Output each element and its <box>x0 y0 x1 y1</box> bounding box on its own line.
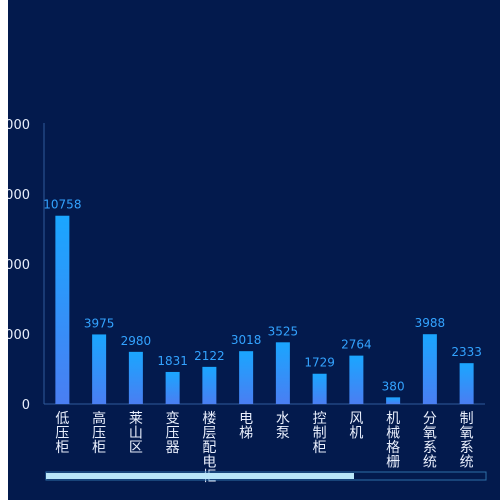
bar[interactable] <box>386 397 401 404</box>
y-tick-label: 0 <box>22 398 30 413</box>
x-tick-label: 变压器 <box>166 411 180 456</box>
bar-value-label: 1729 <box>304 356 335 370</box>
data-zoom-slider[interactable] <box>45 471 487 481</box>
x-tick-label: 高压柜 <box>92 410 106 456</box>
bar[interactable] <box>275 342 290 404</box>
y-tick-label: 16000 <box>8 118 30 133</box>
x-tick-label: 制氧系统 <box>460 411 474 471</box>
bar-value-label: 3525 <box>268 324 299 338</box>
bar[interactable] <box>128 351 143 404</box>
bar-value-label: 2122 <box>194 349 225 363</box>
chart-panel: 0 4000 8000 12000 16000 10758 3975 2980 1831 212… <box>8 0 500 500</box>
x-tick-label: 水泵 <box>276 411 290 442</box>
x-tick-label: 控制柜 <box>313 411 327 456</box>
x-tick-label: 低压柜 <box>55 411 69 456</box>
bar-value-label: 2333 <box>451 345 482 359</box>
bar-value-label: 3975 <box>84 316 115 330</box>
bar[interactable] <box>312 373 327 404</box>
y-tick-label: 8000 <box>8 258 30 273</box>
bar-value-label: 3988 <box>415 316 446 330</box>
bar-value-label: 380 <box>382 379 405 393</box>
bar[interactable] <box>55 215 70 404</box>
zoom-window[interactable] <box>46 473 354 479</box>
x-tick-label: 风机 <box>349 411 363 442</box>
bar[interactable] <box>165 371 180 404</box>
bar-value-label: 10758 <box>43 198 81 212</box>
y-axis-ticks: 0 4000 8000 12000 16000 <box>8 118 30 413</box>
x-tick-label: 机械格栅 <box>386 411 400 471</box>
y-tick-label: 12000 <box>8 188 30 203</box>
y-tick-label: 4000 <box>8 328 30 343</box>
x-tick-label: 电梯 <box>239 411 253 442</box>
bar-value-label: 3018 <box>231 333 262 347</box>
bar[interactable] <box>202 366 217 404</box>
x-tick-label: 莱山区 <box>129 411 143 456</box>
bar[interactable] <box>459 363 474 404</box>
bar-value-label: 2980 <box>121 334 152 348</box>
bar[interactable] <box>92 334 107 404</box>
x-axis-labels: 低压柜高压柜莱山区变压器楼层配电柜电梯水泵控制柜风机机械格栅分氧系统制氧系统 <box>55 410 473 485</box>
data-labels: 10758 3975 2980 1831 2122 3018 3525 1729 2764 380… <box>43 198 482 394</box>
bar-chart: 0 4000 8000 12000 16000 10758 3975 2980 1831 212… <box>8 118 487 485</box>
bar-value-label: 1831 <box>157 354 188 368</box>
bar[interactable] <box>239 351 254 404</box>
bar[interactable] <box>422 334 437 404</box>
bars <box>55 215 474 404</box>
bar[interactable] <box>349 355 364 404</box>
x-tick-label: 分氧系统 <box>423 411 437 471</box>
bar-value-label: 2764 <box>341 338 372 352</box>
